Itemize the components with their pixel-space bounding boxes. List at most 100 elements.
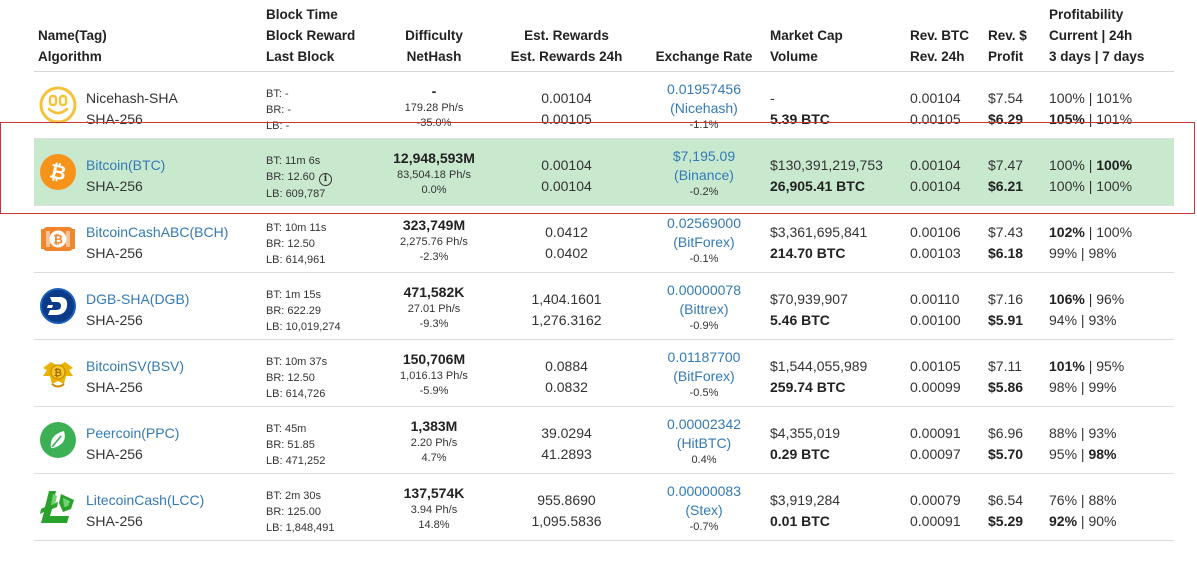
header-block-time[interactable]: Block Time [266, 7, 338, 22]
nicehash-icon [39, 86, 77, 124]
coin-name-cell: BitcoinSV(BSV) SHA-256 [86, 356, 184, 398]
difficulty: 12,948,593M [393, 150, 475, 166]
coin-name-link[interactable]: Peercoin(PPC) [86, 425, 180, 441]
rev-usd: $7.11 [988, 358, 1022, 374]
table-row[interactable]: Nicehash-SHA SHA-256 BT: - BR: - LB: - -… [34, 72, 1174, 139]
difficulty-cell: 1,383M 2.20 Ph/s 4.7% [359, 417, 509, 466]
info-icon[interactable]: i [318, 173, 332, 186]
col-market[interactable]: Market Cap Volume [770, 25, 843, 67]
header-est-rewards-24h[interactable]: Est. Rewards 24h [510, 49, 623, 64]
last-block: LB: 471,252 [266, 455, 326, 467]
table-row[interactable]: DGB-SHA(DGB) SHA-256 BT: 1m 15s BR: 622.… [34, 273, 1174, 340]
exchange-rate-link[interactable]: 0.02569000 [667, 215, 741, 231]
difficulty-change: 0.0% [421, 184, 447, 196]
rev-btc-24h: 0.00104 [910, 178, 961, 194]
header-rev-usd[interactable]: Rev. $ [988, 28, 1027, 43]
table-row[interactable]: ₿ BitcoinSV(BSV) SHA-256 BT: 10m 37s BR:… [34, 340, 1174, 407]
last-block: LB: 614,726 [266, 388, 326, 400]
coin-name-link[interactable]: BitcoinCashABC(BCH) [86, 224, 229, 240]
block-info: BT: 2m 30s BR: 125.00 LB: 1,848,491 [266, 488, 335, 536]
header-block-reward[interactable]: Block Reward [266, 28, 356, 43]
table-row-selected[interactable]: ₿ Bitcoin(BTC) SHA-256 BT: 11m 6s BR: 12… [34, 139, 1174, 206]
header-algorithm[interactable]: Algorithm [38, 49, 102, 64]
exchange-rate-change: -0.1% [689, 253, 719, 265]
exchange-rate-link[interactable]: 0.00000083 [667, 483, 741, 499]
header-market-cap[interactable]: Market Cap [770, 28, 843, 43]
table-row[interactable]: ₿ BitcoinCashABC(BCH) SHA-256 BT: 10m 11… [34, 206, 1174, 273]
exchange-rate-link[interactable]: 0.01957456 [667, 81, 741, 97]
profit-7d: 100% [1096, 178, 1133, 194]
rewards-cell: 955.8690 1,095.5836 [494, 490, 639, 532]
col-block[interactable]: Block Time Block Reward Last Block [266, 4, 355, 67]
header-3-7-days[interactable]: 3 days | 7 days [1049, 49, 1145, 64]
difficulty-cell: 471,582K 27.01 Ph/s -9.3% [359, 283, 509, 332]
difficulty: 1,383M [410, 418, 458, 434]
last-block: LB: 609,787 [266, 188, 326, 200]
col-rev-btc[interactable]: Rev. BTC Rev. 24h [910, 25, 969, 67]
coin-name-link[interactable]: Bitcoin(BTC) [86, 157, 166, 173]
profitability-cell: 88% | 93% 95% | 98% [1049, 425, 1117, 462]
header-exchange-rate[interactable]: Exchange Rate [655, 49, 753, 64]
exchange-name-link[interactable]: (Bittrex) [679, 301, 729, 317]
rev-usd-cell: $6.54 $5.29 [988, 490, 1023, 532]
table-row[interactable]: LitecoinCash(LCC) SHA-256 BT: 2m 30s BR:… [34, 474, 1174, 541]
market-cap: $130,391,219,753 [770, 157, 883, 173]
profit-7d: 98% [1088, 245, 1117, 261]
volume: 259.74 BTC [770, 379, 846, 395]
col-exchange[interactable]: Exchange Rate [634, 46, 774, 67]
profit-current: 88% [1049, 425, 1078, 441]
profit-24h: 96% [1096, 291, 1125, 307]
header-profitability[interactable]: Profitability [1049, 7, 1124, 22]
exchange-name-link[interactable]: (HitBTC) [676, 435, 732, 451]
col-difficulty[interactable]: Difficulty NetHash [359, 25, 509, 67]
col-rewards[interactable]: Est. Rewards Est. Rewards 24h [494, 25, 639, 67]
profit-24h: 100% [1096, 157, 1133, 173]
nethash: 3.94 Ph/s [410, 504, 458, 516]
header-volume[interactable]: Volume [770, 49, 818, 64]
profit: $5.70 [988, 446, 1024, 462]
col-name[interactable]: Name(Tag) Algorithm [38, 25, 107, 67]
difficulty: 471,582K [403, 284, 465, 300]
header-name-tag[interactable]: Name(Tag) [38, 28, 107, 43]
col-profitability[interactable]: Profitability Current | 24h 3 days | 7 d… [1049, 4, 1144, 67]
rev-btc: 0.00106 [910, 224, 961, 240]
exchange-rate-link[interactable]: 0.01187700 [667, 349, 741, 365]
profit-3d: 99% [1049, 245, 1078, 261]
exchange-name-link[interactable]: (BitForex) [673, 234, 735, 250]
rev-btc: 0.00110 [910, 291, 960, 307]
header-rev-24h[interactable]: Rev. 24h [910, 49, 965, 64]
exchange-name-link[interactable]: (Nicehash) [670, 100, 738, 116]
last-block: LB: - [266, 120, 290, 132]
header-nethash[interactable]: NetHash [406, 49, 462, 64]
coin-name-link[interactable]: DGB-SHA(DGB) [86, 291, 190, 307]
rev-usd: $6.96 [988, 425, 1024, 441]
exchange-rate-link[interactable]: 0.00000078 [667, 282, 741, 298]
exchange-cell: 0.00002342 (HitBTC) 0.4% [634, 415, 774, 468]
est-rewards: 39.0294 [541, 425, 592, 441]
exchange-name-link[interactable]: (Stex) [685, 502, 723, 518]
coin-name: Nicehash-SHA [86, 90, 178, 106]
header-est-rewards[interactable]: Est. Rewards [524, 28, 609, 43]
header-current-24h[interactable]: Current | 24h [1049, 28, 1133, 43]
est-rewards: 0.0884 [545, 358, 588, 374]
rewards-cell: 39.0294 41.2893 [494, 423, 639, 465]
header-last-block[interactable]: Last Block [266, 49, 335, 64]
volume: 0.29 BTC [770, 446, 830, 462]
block-reward: BR: 125.00 [266, 506, 322, 518]
difficulty: 150,706M [402, 351, 466, 367]
profitability-cell: 100% | 101% 105% | 101% [1049, 90, 1133, 127]
exchange-rate-link[interactable]: $7,195.09 [672, 148, 736, 164]
rewards-cell: 1,404.1601 1,276.3162 [494, 289, 639, 331]
exchange-name-link[interactable]: (Binance) [674, 167, 734, 183]
header-rev-btc[interactable]: Rev. BTC [910, 28, 970, 43]
coin-name-link[interactable]: BitcoinSV(BSV) [86, 358, 185, 374]
col-rev-usd[interactable]: Rev. $ Profit [988, 25, 1027, 67]
exchange-name-link[interactable]: (BitForex) [673, 368, 735, 384]
table-row[interactable]: Peercoin(PPC) SHA-256 BT: 45m BR: 51.85 … [34, 407, 1174, 474]
header-difficulty[interactable]: Difficulty [405, 28, 463, 43]
rev-btc: 0.00079 [910, 492, 961, 508]
profit-7d: 99% [1088, 379, 1117, 395]
header-profit[interactable]: Profit [988, 49, 1024, 64]
coin-name-link[interactable]: LitecoinCash(LCC) [86, 492, 205, 508]
exchange-rate-link[interactable]: 0.00002342 [667, 416, 741, 432]
